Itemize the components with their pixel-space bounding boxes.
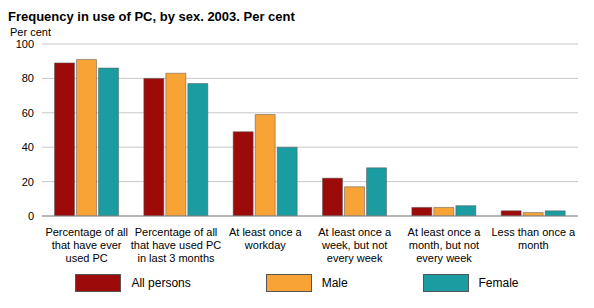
svg-text:0: 0 xyxy=(28,210,34,222)
svg-text:40: 40 xyxy=(22,141,34,153)
svg-text:At least once aworkday: At least once aworkday xyxy=(229,226,303,251)
svg-text:Less than once amonth: Less than once amonth xyxy=(491,226,576,251)
html-text:Male: Male xyxy=(321,276,348,290)
html-text:Frequency in use of PC, by sex: Frequency in use of PC, by sex. 2003. Pe… xyxy=(8,9,295,24)
svg-text:At least once amonth, but note: At least once amonth, but notevery week xyxy=(408,226,482,264)
svg-text:80: 80 xyxy=(22,72,34,84)
svg-text:Percentage of allthat have use: Percentage of allthat have used PCin las… xyxy=(131,226,222,264)
svg-text:60: 60 xyxy=(22,107,34,119)
svg-text:100: 100 xyxy=(16,38,34,50)
svg-text:Percentage of allthat have eve: Percentage of allthat have everused PC xyxy=(45,226,128,264)
svg-text:20: 20 xyxy=(22,176,34,188)
html-text:Per cent: Per cent xyxy=(10,26,51,38)
svg-text:At least once aweek, but notev: At least once aweek, but notevery week xyxy=(318,226,392,264)
html-text:Female: Female xyxy=(478,276,519,290)
html-text:All persons: All persons xyxy=(131,276,191,290)
